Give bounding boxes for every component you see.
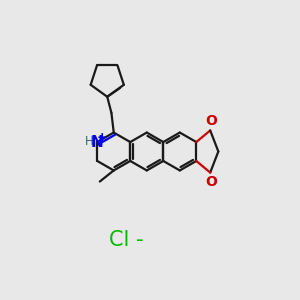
Text: O: O (205, 114, 217, 128)
Text: N: N (91, 134, 103, 149)
Text: H: H (85, 135, 94, 148)
Text: O: O (206, 175, 218, 189)
Text: +: + (97, 131, 108, 144)
Text: Cl -: Cl - (109, 230, 143, 250)
